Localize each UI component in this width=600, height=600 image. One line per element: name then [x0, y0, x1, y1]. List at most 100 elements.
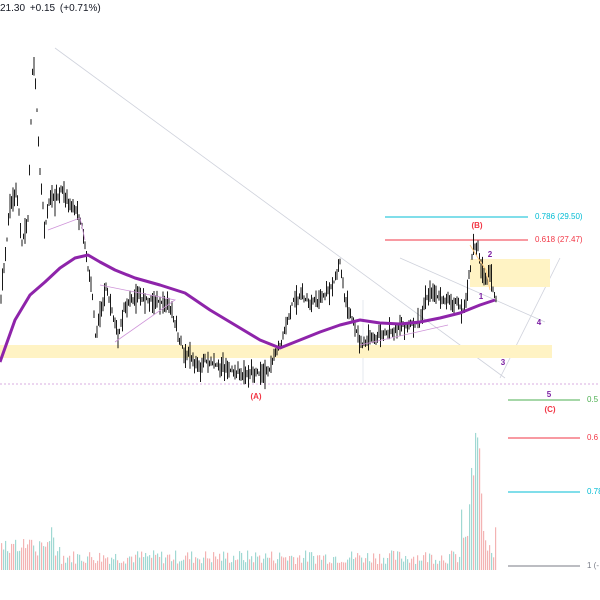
volume-bar [479, 448, 481, 570]
volume-bar [217, 559, 219, 570]
volume-bar [133, 562, 135, 570]
volume-bar [203, 557, 205, 570]
volume-bar [331, 563, 333, 570]
volume-bar [215, 556, 217, 570]
volume-bar [371, 562, 373, 570]
volume-bar [439, 560, 441, 570]
volume-bar [91, 557, 93, 570]
volume-bar [377, 563, 379, 570]
volume-bar [109, 563, 111, 570]
trendline-down [54, 47, 506, 379]
volume-bar [39, 541, 41, 570]
volume-bar [87, 556, 89, 570]
volume-bar [189, 559, 191, 570]
price-header: 21.30 +0.15 (+0.71%) [0, 3, 103, 14]
resistance-zone [470, 259, 550, 287]
volume-bar [489, 545, 491, 570]
volume-bar [119, 562, 121, 570]
volume-bar [485, 540, 487, 570]
volume-bar [69, 555, 71, 570]
volume-bar [323, 555, 325, 570]
volume-bar [317, 555, 319, 570]
volume-bar [407, 559, 409, 570]
volume-bar [177, 563, 179, 570]
volume-bar [307, 561, 309, 570]
volume-bar [351, 551, 353, 570]
volume-bar [161, 551, 163, 570]
volume-bar [263, 558, 265, 570]
volume-bar [357, 553, 359, 570]
volume-bar [29, 539, 31, 570]
volume-bar [3, 549, 5, 570]
volume-bar [23, 539, 25, 570]
trendline-channel [399, 257, 546, 323]
volume-bar [397, 551, 399, 570]
volume-bar [83, 561, 85, 570]
volume-bar [7, 551, 9, 570]
volume-bar [369, 561, 371, 570]
volume-bar [187, 552, 189, 570]
volume-bar [47, 542, 49, 570]
fib-level-label: 0.618 (27.47) [535, 235, 583, 244]
volume-bar [179, 561, 181, 570]
wave-label: (C) [544, 405, 556, 414]
volume-bar [205, 551, 207, 570]
volume-bar [167, 554, 169, 570]
volume-bar [135, 554, 137, 570]
volume-bar [51, 527, 53, 570]
volume-bar [335, 556, 337, 570]
volume-bar [101, 561, 103, 570]
support-zone [0, 345, 552, 358]
volume-bar [275, 563, 277, 570]
volume-bar [337, 562, 339, 570]
volume-bar [201, 563, 203, 570]
volume-bar [383, 557, 385, 570]
pattern-line [359, 324, 449, 346]
volume-bar [453, 551, 455, 570]
fib-level-label: 0.5 [587, 395, 599, 404]
volume-bar [171, 561, 173, 570]
volume-bar [281, 556, 283, 570]
price-change-pct: (+0.71%) [59, 3, 101, 14]
volume-bar [395, 559, 397, 570]
volume-bar [245, 562, 247, 570]
volume-bar [155, 554, 157, 570]
volume-bar [375, 558, 377, 570]
volume-bar [151, 557, 153, 570]
volume-bar [27, 544, 29, 570]
volume-bar [77, 554, 79, 570]
volume-bar [313, 556, 315, 570]
volume-bar [419, 560, 421, 570]
volume-bar [181, 560, 183, 570]
volume-bar [471, 467, 473, 570]
volume-bar [399, 551, 401, 570]
volume-bar [105, 558, 107, 570]
volume-bar [341, 561, 343, 570]
volume-bar [379, 553, 381, 570]
volume-bar [147, 556, 149, 570]
volume-bar [467, 535, 469, 570]
volume-bar [421, 560, 423, 570]
volume-bar [57, 551, 59, 570]
volume-bar [457, 562, 459, 570]
volume-bar [477, 437, 479, 570]
volume-bar [401, 558, 403, 570]
volume-bar [247, 550, 249, 570]
volume-bar [15, 539, 17, 570]
volume-bar [169, 554, 171, 570]
volume-bar [1, 543, 3, 570]
volume-bar [425, 552, 427, 570]
pattern-triangle [99, 284, 176, 343]
volume-bar [137, 551, 139, 570]
volume-bar [257, 556, 259, 570]
volume-bar [285, 557, 287, 570]
volume-bar [451, 550, 453, 570]
volume-bar [143, 557, 145, 570]
volume-bar [107, 557, 109, 570]
volume-bar [141, 551, 143, 570]
volume-bar [225, 558, 227, 570]
volume-bar [115, 553, 117, 570]
volume-bar [221, 560, 223, 570]
volume-bar [99, 552, 101, 570]
